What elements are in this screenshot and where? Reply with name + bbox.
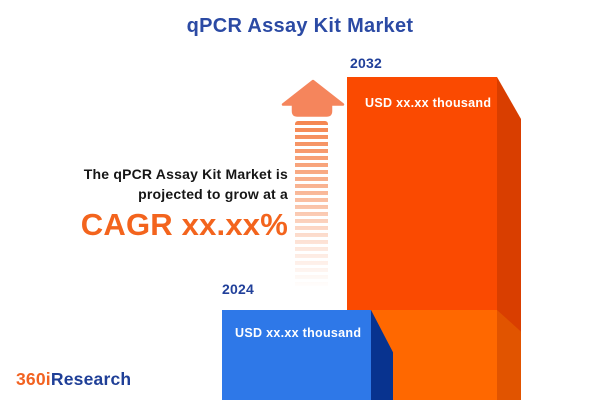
- growth-arrow-icon: [281, 79, 345, 117]
- bar-label-2024: 2024: [222, 281, 254, 297]
- cagr-value: CAGR xx.xx%: [80, 207, 288, 242]
- intro-copy: The qPCR Assay Kit Market is projected t…: [28, 164, 288, 243]
- bar-label-2032: 2032: [350, 55, 382, 71]
- logo-prefix: 360i: [16, 369, 51, 389]
- intro-line-1: The qPCR Assay Kit Market is: [83, 166, 288, 182]
- growth-arrow-stripes-icon: [295, 121, 328, 293]
- bar-value-2032: USD xx.xx thousand: [365, 96, 492, 110]
- bar-value-2024: USD xx.xx thousand: [235, 326, 362, 340]
- logo-suffix: Research: [50, 369, 132, 389]
- bar-2024-front: [222, 310, 371, 400]
- intro-line-2: projected to grow at a: [138, 186, 288, 202]
- page-title: qPCR Assay Kit Market: [186, 15, 414, 37]
- logo: 360iResearch: [16, 369, 131, 390]
- bar-2032-front-top: [347, 77, 497, 310]
